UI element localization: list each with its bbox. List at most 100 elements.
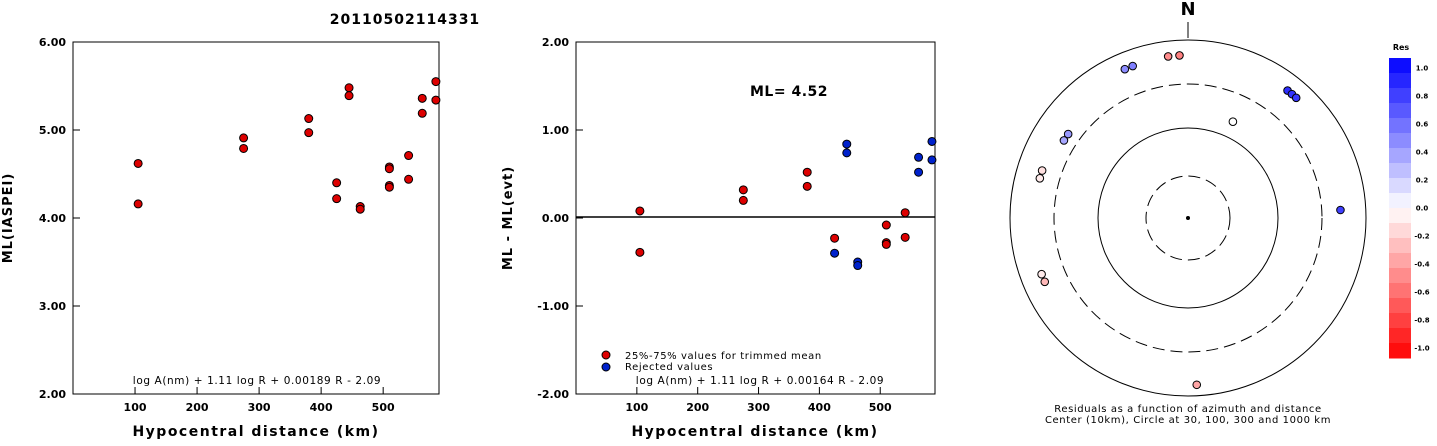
magnitude-point <box>431 95 441 105</box>
residual-point-rejected <box>927 155 937 165</box>
legend-marker-trimmed <box>601 350 611 360</box>
colorbar-cell <box>1389 313 1411 329</box>
colorbar-cell <box>1389 193 1411 209</box>
azimuth-caption-1: Residuals as a function of azimuth and d… <box>1054 404 1322 415</box>
residual-point-trimmed <box>738 185 748 195</box>
magnitude-formula: log A(nm) + 1.11 log R + 0.00189 R - 2.0… <box>133 375 381 387</box>
colorbar-tick-label: 0.4 <box>1416 149 1429 157</box>
colorbar-tick-label: 1.0 <box>1416 65 1429 73</box>
magnitude-point <box>384 164 394 174</box>
colorbar-cell <box>1389 268 1411 284</box>
station-residual-point <box>1035 173 1045 183</box>
residual-xtick-label: 200 <box>686 401 709 414</box>
residual-formula: log A(nm) + 1.11 log R + 0.00164 R - 2.0… <box>636 375 884 387</box>
residual-panel: ML - ML(evt) Hypocentral distance (km) M… <box>501 36 937 440</box>
colorbar: Res 1.0 0.8 0.6 0.4 0.2 0.0 -0.2 -0.4 -0.6 -0.8 -1… <box>1389 43 1430 359</box>
magnitude-ytick-label: 5.00 <box>39 124 66 137</box>
residual-point-trimmed <box>900 208 910 218</box>
colorbar-cell <box>1389 133 1411 149</box>
colorbar-tick-label: 0.2 <box>1416 177 1429 185</box>
colorbar-cell <box>1389 103 1411 119</box>
magnitude-point <box>133 199 143 209</box>
circle-1000km <box>1009 39 1367 397</box>
residual-ytick-label: 1.00 <box>542 124 569 137</box>
magnitude-point <box>344 83 354 93</box>
station-residual-point <box>1063 129 1073 139</box>
residual-point-rejected <box>914 167 924 177</box>
magnitude-point <box>239 143 249 153</box>
station-residual-point <box>1336 205 1345 215</box>
colorbar-cell <box>1389 118 1411 134</box>
residual-ylabel: ML - ML(evt) <box>501 166 516 270</box>
colorbar-cell <box>1389 58 1411 74</box>
station-residual-point <box>1120 64 1130 74</box>
residual-ytick-label: -1.00 <box>537 300 569 313</box>
magnitude-xtick-label: 200 <box>186 401 209 414</box>
magnitude-xtick-label: 100 <box>124 401 147 414</box>
residual-point-trimmed <box>738 195 748 205</box>
residual-point-trimmed <box>635 247 645 257</box>
epicenter-dot <box>1186 216 1190 220</box>
magnitude-point <box>417 93 427 103</box>
colorbar-cell <box>1389 208 1411 224</box>
residual-xtick-label: 400 <box>808 401 831 414</box>
residual-point-rejected <box>842 148 852 158</box>
magnitude-xtick-label: 300 <box>248 401 271 414</box>
residual-point-trimmed <box>881 239 891 249</box>
residual-xtick-label: 100 <box>625 401 648 414</box>
colorbar-cell <box>1389 163 1411 179</box>
residual-point-trimmed <box>635 206 645 216</box>
residual-point-trimmed <box>802 167 812 177</box>
legend-label-rejected: Rejected values <box>625 362 713 373</box>
magnitude-ytick-label: 6.00 <box>39 36 66 49</box>
residual-ytick-label: 0.00 <box>542 212 569 225</box>
colorbar-cell <box>1389 283 1411 299</box>
colorbar-tick-label: -1.0 <box>1414 345 1429 353</box>
station-residual-point <box>1192 380 1202 390</box>
magnitude-point <box>431 77 441 87</box>
magnitude-xtick-label: 500 <box>372 401 395 414</box>
colorbar-tick-label: -0.2 <box>1414 233 1429 241</box>
residual-xlabel: Hypocentral distance (km) <box>631 424 878 440</box>
colorbar-cell <box>1389 73 1411 89</box>
figure-title: 20110502114331 <box>330 12 480 28</box>
colorbar-tick-label: 0.8 <box>1416 93 1429 101</box>
residual-xtick-label: 300 <box>747 401 770 414</box>
legend-label-trimmed: 25%-75% values for trimmed mean <box>625 351 822 362</box>
colorbar-tick-label: -0.6 <box>1414 289 1429 297</box>
station-residual-point <box>1128 61 1137 71</box>
station-residual-point <box>1175 51 1184 60</box>
north-label: N <box>1180 0 1195 20</box>
magnitude-point <box>304 128 314 138</box>
colorbar-tick-label: -0.8 <box>1414 317 1429 325</box>
colorbar-cell <box>1389 148 1411 164</box>
magnitude-xlabel: Hypocentral distance (km) <box>132 424 379 440</box>
residual-point-rejected <box>842 139 852 149</box>
residual-ytick-label: 2.00 <box>542 36 569 49</box>
colorbar-cell <box>1389 328 1411 344</box>
colorbar-tick-label: 0.6 <box>1416 121 1429 129</box>
station-residual-point <box>1228 117 1238 127</box>
colorbar-cell <box>1389 178 1411 194</box>
station-residual-point <box>1037 166 1047 175</box>
magnitude-point <box>355 204 365 214</box>
magnitude-point <box>404 151 414 161</box>
colorbar-cell <box>1389 253 1411 269</box>
magnitude-plot-frame <box>72 41 440 395</box>
magnitude-point <box>133 158 143 168</box>
magnitude-point <box>304 114 314 124</box>
circle-100km <box>1097 127 1279 309</box>
ml-value: ML= 4.52 <box>750 84 828 100</box>
legend-marker-rejected <box>601 362 611 372</box>
residual-point-trimmed <box>830 233 840 243</box>
residual-point-rejected <box>853 261 863 271</box>
residual-point-trimmed <box>900 232 910 242</box>
colorbar-cell <box>1389 298 1411 314</box>
residual-point-trimmed <box>881 220 891 230</box>
colorbar-cell <box>1389 238 1411 254</box>
azimuth-caption-2: Center (10km), Circle at 30, 100, 300 an… <box>1045 415 1331 426</box>
magnitude-point <box>332 194 342 204</box>
colorbar-cell <box>1389 343 1411 359</box>
magnitude-point <box>404 174 414 184</box>
